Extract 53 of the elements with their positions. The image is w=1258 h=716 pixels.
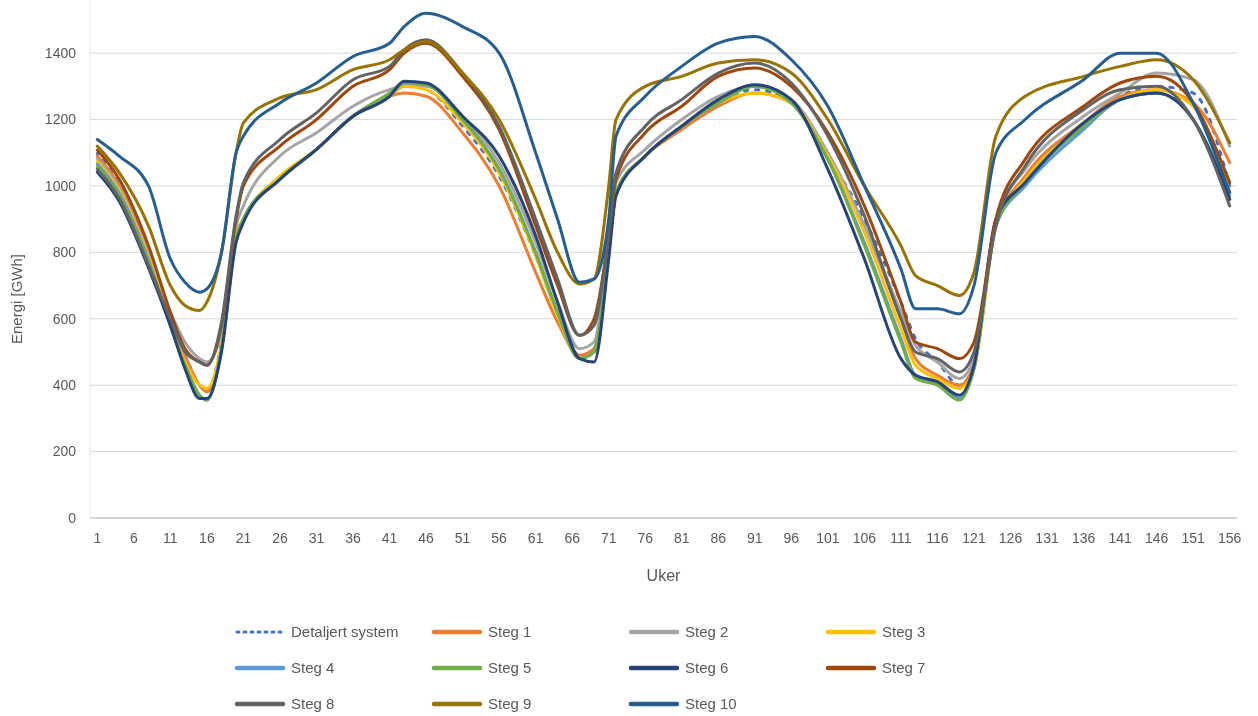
- x-tick-label: 16: [199, 530, 215, 546]
- x-tick-label: 111: [890, 530, 912, 546]
- legend-label: Steg 1: [488, 623, 532, 641]
- x-tick-label: 81: [673, 530, 690, 546]
- x-tick-label: 126: [998, 530, 1023, 546]
- x-tick-label: 71: [600, 530, 617, 546]
- x-tick-label: 51: [454, 530, 471, 546]
- legend-label: Steg 9: [488, 695, 532, 713]
- legend-label: Detaljert system: [291, 623, 399, 641]
- legend-label: Steg 7: [882, 659, 926, 677]
- x-tick-label: 106: [852, 530, 877, 546]
- x-tick-label: 6: [129, 530, 138, 546]
- y-tick-label: 600: [52, 310, 77, 327]
- x-tick-label: 121: [962, 530, 986, 546]
- x-tick-label: 86: [710, 530, 727, 546]
- x-tick-label: 21: [235, 530, 252, 546]
- legend-label: Steg 2: [685, 623, 729, 641]
- x-tick-label: 156: [1218, 530, 1242, 546]
- x-tick-label: 136: [1071, 530, 1096, 546]
- x-tick-label: 46: [418, 530, 435, 546]
- legend-label: Steg 6: [685, 659, 729, 677]
- x-axis-title: Uker: [646, 567, 682, 584]
- legend-label: Steg 8: [291, 695, 335, 713]
- x-tick-label: 96: [783, 530, 800, 546]
- x-tick-label: 11: [163, 530, 178, 546]
- x-tick-label: 146: [1144, 530, 1169, 546]
- x-tick-label: 131: [1035, 530, 1059, 546]
- x-tick-label: 41: [381, 530, 398, 546]
- legend-label: Steg 4: [291, 659, 335, 677]
- y-tick-label: 1400: [44, 45, 77, 62]
- x-tick-label: 26: [272, 530, 288, 546]
- y-tick-label: 200: [52, 443, 77, 460]
- legend-label: Steg 10: [685, 695, 737, 713]
- x-tick-label: 31: [308, 530, 325, 546]
- x-tick-label: 91: [747, 530, 763, 546]
- x-tick-label: 61: [527, 530, 544, 546]
- y-axis-title: Energi [GWh]: [8, 253, 25, 345]
- x-tick-label: 56: [491, 530, 508, 546]
- y-tick-label: 1000: [44, 177, 77, 194]
- x-tick-label: 76: [637, 530, 654, 546]
- x-tick-label: 151: [1181, 530, 1206, 546]
- y-tick-label: 400: [52, 377, 77, 394]
- y-tick-label: 0: [68, 509, 77, 526]
- x-tick-label: 1: [93, 530, 102, 546]
- y-tick-label: 800: [52, 244, 77, 261]
- legend-label: Steg 3: [882, 623, 926, 641]
- legend-label: Steg 5: [488, 659, 532, 677]
- y-tick-label: 1200: [44, 111, 77, 128]
- x-tick-label: 36: [345, 530, 361, 546]
- x-tick-label: 66: [564, 530, 581, 546]
- x-tick-label: 116: [926, 530, 949, 546]
- x-tick-label: 101: [816, 530, 840, 546]
- x-tick-label: 141: [1108, 530, 1132, 546]
